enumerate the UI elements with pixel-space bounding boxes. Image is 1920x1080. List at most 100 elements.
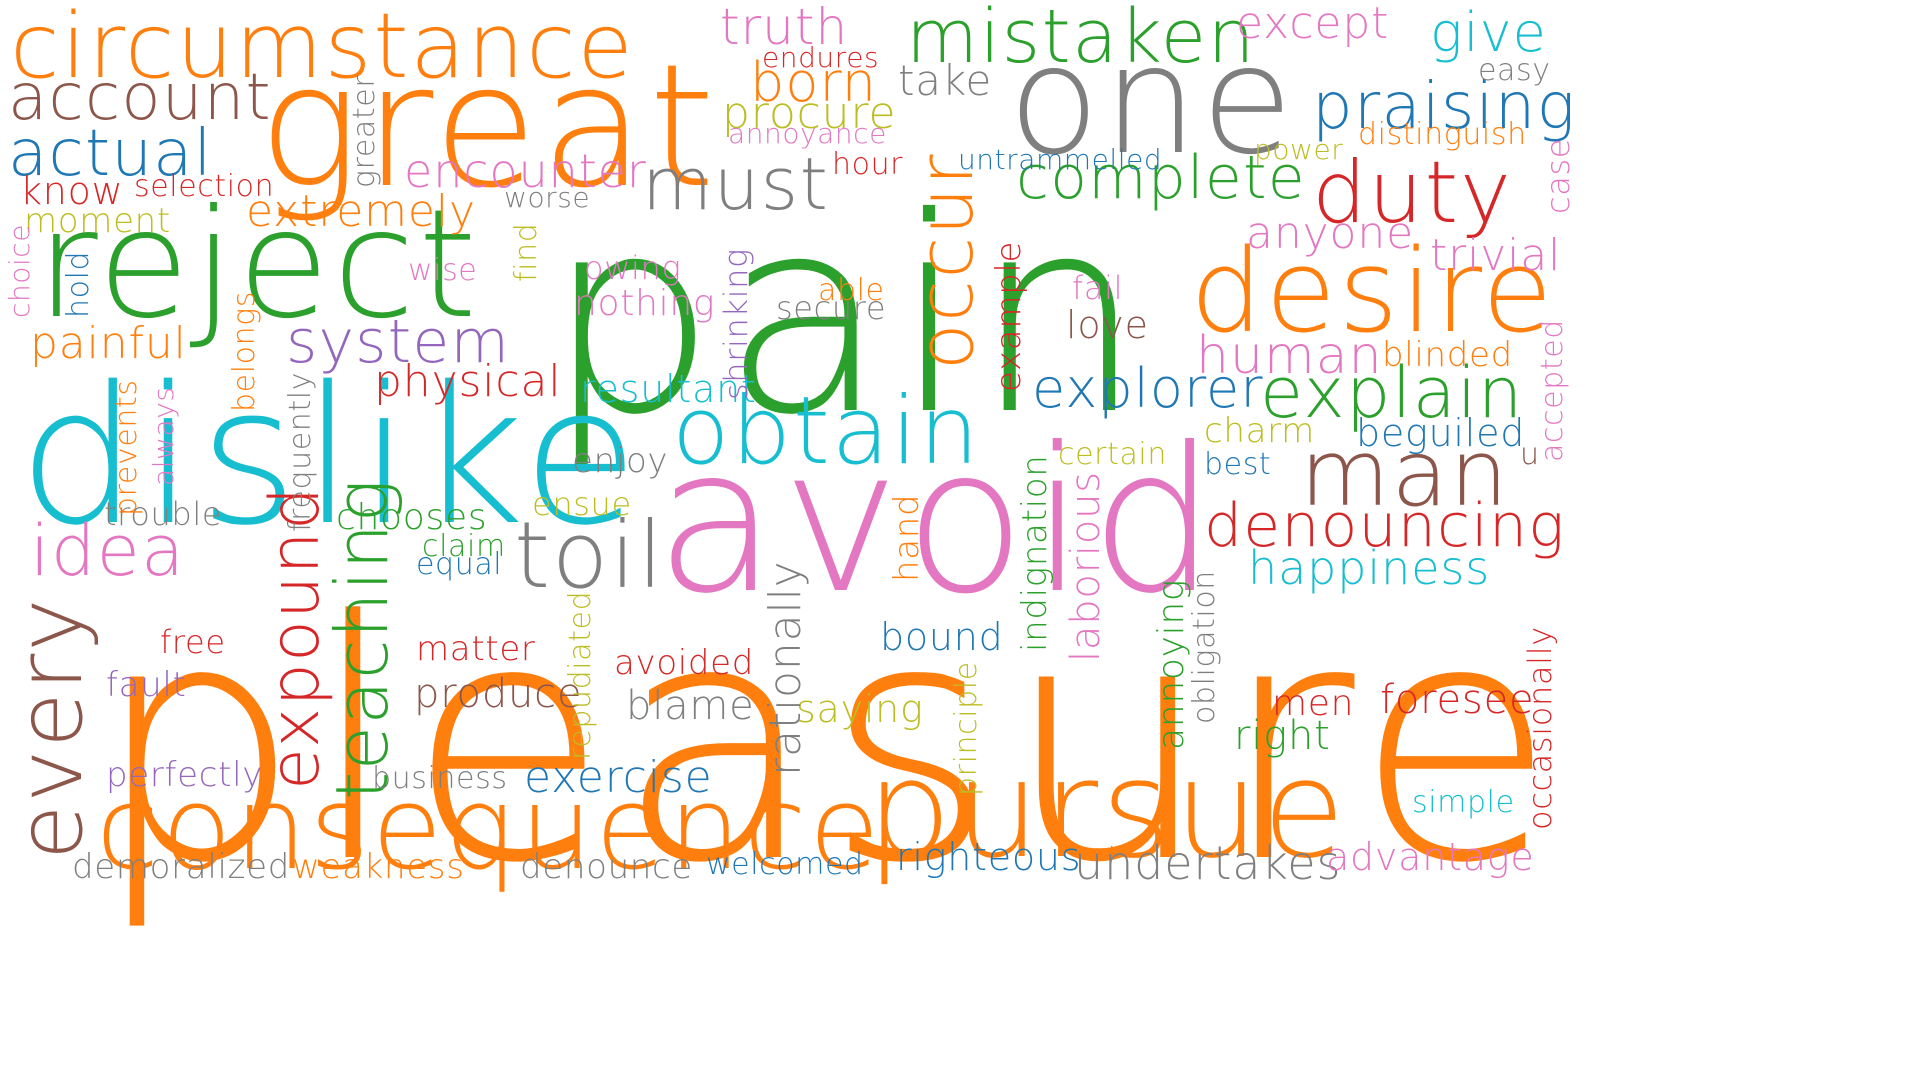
word-owing: owing [584,249,682,287]
word-exercise: exercise [524,752,713,803]
word-frequently: frequently [283,371,318,532]
word-blame: blame [626,683,755,729]
word-prevents: prevents [109,379,144,516]
word-avoided: avoided [614,643,755,683]
word-account: account [8,61,272,135]
word-pleasure: pleasure [92,551,1564,935]
word-complete: complete [1016,143,1306,213]
word-easy: easy [1478,53,1551,88]
word-power: power [1254,133,1344,166]
word-untrammelled: untrammelled [958,143,1163,176]
word-secure: secure [776,289,887,327]
word-hand: hand [887,493,927,582]
word-annoyance: annoyance [728,117,887,150]
word-born: born [750,51,878,114]
word-procure: procure [722,88,897,139]
word-great: great [258,28,719,226]
word-u: u [1520,437,1540,472]
word-give: give [1430,1,1547,64]
word-claim: claim [422,529,506,564]
word-human: human [1196,326,1383,386]
word-certain: certain [1058,437,1167,472]
word-charm: charm [1204,411,1315,451]
word-actual: actual [8,117,213,191]
word-mistaken: mistaken [906,0,1257,80]
word-fault: fault [106,665,187,705]
word-man: man [1300,420,1510,527]
word-resultant: resultant [580,367,757,411]
word-explorer: explorer [1032,357,1264,420]
word-undertakes: undertakes [1074,836,1342,890]
word-love: love [1066,303,1149,347]
word-simple: simple [1412,785,1515,820]
word-greater: greater [347,74,382,188]
word-welcomed: welcomed [706,847,864,882]
word-indignation: indignation [1015,454,1055,652]
word-demoralized: demoralized [72,847,290,887]
word-blinded: blinded [1382,335,1513,375]
word-men: men [1272,683,1355,724]
word-consequence: consequence [96,762,882,896]
word-pain: pain [545,159,1150,474]
word-best: best [1204,447,1272,482]
word-repudiated: repudiated [563,590,598,760]
word-except: except [1236,0,1390,49]
word-case: case [1539,137,1577,214]
word-find: find [509,222,544,282]
word-saying: saying [796,687,924,731]
word-must: must [642,142,830,226]
word-one: one [1008,14,1297,188]
word-endures: endures [762,41,880,74]
word-righteous: righteous [896,835,1082,879]
word-nothing: nothing [574,283,716,324]
word-accepted: accepted [1535,319,1570,462]
word-rationally: rationally [760,560,811,776]
word-business: business [372,761,508,796]
word-denounce: denounce [520,847,693,887]
word-shrinking: shrinking [717,248,755,400]
word-encounter: encounter [404,144,647,198]
word-avoid: avoid [655,405,1221,638]
word-take: take [898,56,993,105]
word-explain: explain [1260,352,1524,434]
word-extremely: extremely [246,186,476,237]
word-moment: moment [24,201,171,241]
word-every: every [0,596,103,860]
word-desire: desire [1190,225,1555,359]
word-know: know [20,169,124,213]
word-free: free [160,623,226,661]
word-ensue: ensue [532,485,632,523]
word-anyone: anyone [1246,208,1415,259]
word-weakness: weakness [292,847,465,887]
word-praising: praising [1312,70,1577,144]
word-advantage: advantage [1326,835,1535,879]
word-annoying: annoying [1151,578,1192,750]
word-principle: principle [949,661,984,796]
word-truth: truth [720,0,849,56]
word-selection: selection [134,169,275,204]
word-duty: duty [1312,143,1513,243]
word-enjoy: enjoy [572,441,669,481]
word-idea: idea [30,510,186,592]
word-denouncing: denouncing [1204,491,1566,561]
word-always: always [147,386,180,486]
word-painful: painful [30,318,187,369]
word-wise: wise [408,253,478,288]
word-belongs: belongs [227,290,262,412]
word-choice: choice [3,223,36,318]
word-toil: toil [514,502,665,609]
word-obtain: obtain [672,377,981,486]
word-fail: fail [1072,269,1124,307]
word-chooses: chooses [336,497,488,538]
word-occur: occur [901,152,990,370]
word-able: able [818,273,885,308]
word-worse: worse [504,181,591,214]
word-distinguish: distinguish [1358,117,1527,152]
word-hold: hold [61,250,96,318]
word-circumstance: circumstance [10,0,635,99]
word-trivial: trivial [1430,230,1562,281]
word-obligation: obligation [1187,570,1222,724]
word-bound: bound [880,615,1004,659]
word-produce: produce [414,671,583,717]
